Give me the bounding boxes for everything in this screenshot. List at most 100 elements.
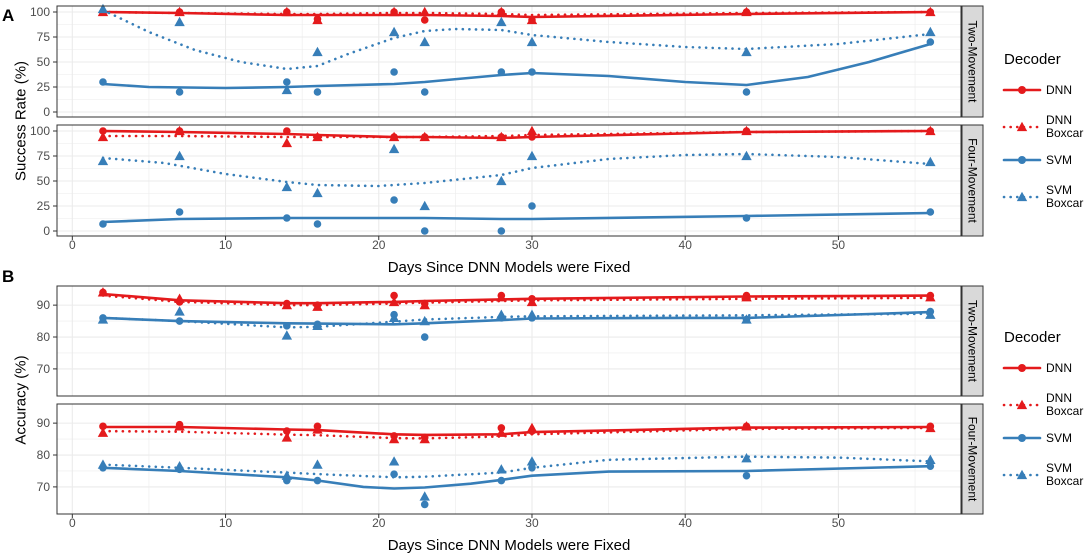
legend-label: DNN xyxy=(1046,83,1072,97)
x-tick-label: 50 xyxy=(832,238,846,252)
data-point-svm xyxy=(497,476,506,485)
x-tick-label: 50 xyxy=(832,516,846,530)
y-tick-label: 100 xyxy=(30,124,50,138)
y-tick-label: 50 xyxy=(37,55,51,69)
series-dnn-boxcar xyxy=(97,6,936,25)
data-point-svm xyxy=(390,470,398,478)
legend-label: Boxcar xyxy=(1046,126,1083,140)
data-point-svm xyxy=(420,88,429,96)
data-point-svm-boxcar xyxy=(496,16,507,27)
legend-key-marker xyxy=(1018,364,1026,372)
series-svm xyxy=(99,38,935,96)
data-point-dnn-boxcar xyxy=(741,125,752,136)
legend-title: Decoder xyxy=(1004,51,1061,68)
facet-four-movement: Four-Movement 70 80 90 xyxy=(37,403,984,515)
data-point-svm-boxcar xyxy=(925,454,936,464)
data-point-dnn-boxcar xyxy=(97,427,109,437)
y-tick-label: 75 xyxy=(37,149,51,163)
data-point-svm-boxcar xyxy=(97,3,109,14)
data-point-svm-boxcar xyxy=(496,464,507,474)
data-point-dnn-boxcar xyxy=(174,125,185,136)
legend-entry-svm: SVM xyxy=(1002,431,1072,445)
data-point-svm xyxy=(283,322,291,330)
legend-label: Boxcar xyxy=(1046,196,1083,210)
data-point-svm-boxcar xyxy=(526,309,538,319)
x-tick-label: 10 xyxy=(219,238,233,252)
data-point-svm xyxy=(175,317,184,325)
data-point-svm-boxcar xyxy=(388,312,400,323)
data-point-dnn-boxcar xyxy=(174,6,185,17)
data-point-dnn xyxy=(99,422,107,431)
data-point-svm-boxcar xyxy=(741,453,752,463)
data-point-svm-boxcar xyxy=(419,315,430,326)
data-point-svm-boxcar xyxy=(312,46,323,57)
y-axis-label: Success Rate (%) xyxy=(13,61,30,181)
facet-strip xyxy=(961,124,984,237)
y-tick-label: 100 xyxy=(30,5,50,19)
facet-strip xyxy=(961,5,984,118)
data-point-svm xyxy=(742,471,751,480)
data-point-dnn-boxcar xyxy=(419,131,430,142)
x-tick-label: 10 xyxy=(219,516,233,530)
series-dnn-boxcar xyxy=(97,421,936,444)
x-tick-label: 40 xyxy=(679,238,693,252)
data-point-svm-boxcar xyxy=(419,200,430,211)
data-point-svm-boxcar xyxy=(925,26,936,37)
data-point-dnn xyxy=(99,127,107,135)
y-tick-label: 70 xyxy=(37,480,51,494)
y-tick-label: 90 xyxy=(37,416,51,430)
data-point-dnn xyxy=(283,127,291,135)
data-point-dnn-boxcar xyxy=(97,287,109,297)
legend-label: SVM xyxy=(1046,153,1072,167)
data-point-svm-boxcar xyxy=(312,320,323,331)
data-point-svm-boxcar xyxy=(741,150,752,161)
facet-strip xyxy=(961,403,984,515)
data-point-svm-boxcar xyxy=(925,309,936,319)
data-point-svm xyxy=(420,227,429,235)
legend-key-marker xyxy=(1016,469,1028,480)
data-point-dnn-boxcar xyxy=(388,131,400,142)
series-svm xyxy=(99,196,935,235)
data-point-svm xyxy=(283,214,291,222)
data-point-dnn-boxcar xyxy=(526,125,538,136)
data-point-dnn-boxcar xyxy=(312,14,323,25)
panel-b: B Two-Movement 70 80 90 Four-Movement 70 80 90 0 1… xyxy=(2,267,1083,554)
facet-four-movement: Four-Movement 0 25 50 75 100 xyxy=(30,124,984,238)
legend-label: SVM xyxy=(1046,183,1072,197)
series-svm-boxcar xyxy=(97,306,936,340)
data-point-dnn-boxcar xyxy=(526,14,538,25)
data-point-dnn-boxcar xyxy=(281,299,293,310)
legend-title: Decoder xyxy=(1004,329,1061,346)
series-svm-boxcar xyxy=(97,453,936,501)
trend-line-dnn xyxy=(101,129,932,140)
data-point-dnn-boxcar xyxy=(281,432,293,442)
data-point-dnn-boxcar xyxy=(925,6,936,17)
facet-label: Four-Movement xyxy=(966,138,980,223)
data-point-dnn-boxcar xyxy=(312,424,323,434)
data-point-svm xyxy=(390,68,398,76)
legend-label: Boxcar xyxy=(1046,474,1083,488)
data-point-svm-boxcar xyxy=(281,84,293,95)
data-point-svm xyxy=(313,88,322,96)
data-point-dnn-boxcar xyxy=(741,6,752,17)
data-point-svm xyxy=(926,38,935,46)
data-point-dnn-boxcar xyxy=(925,291,936,302)
data-point-svm xyxy=(390,196,398,204)
x-tick-label: 20 xyxy=(372,238,386,252)
data-point-svm-boxcar xyxy=(312,459,323,469)
data-point-svm-boxcar xyxy=(388,26,400,37)
plot-area xyxy=(57,404,961,514)
y-tick-label: 25 xyxy=(37,80,51,94)
data-point-svm xyxy=(283,78,291,86)
data-point-svm xyxy=(175,88,184,96)
panel-label: A xyxy=(2,6,14,25)
legend-key-marker xyxy=(1018,156,1026,164)
data-point-dnn xyxy=(283,427,291,435)
data-point-svm-boxcar xyxy=(312,187,323,198)
